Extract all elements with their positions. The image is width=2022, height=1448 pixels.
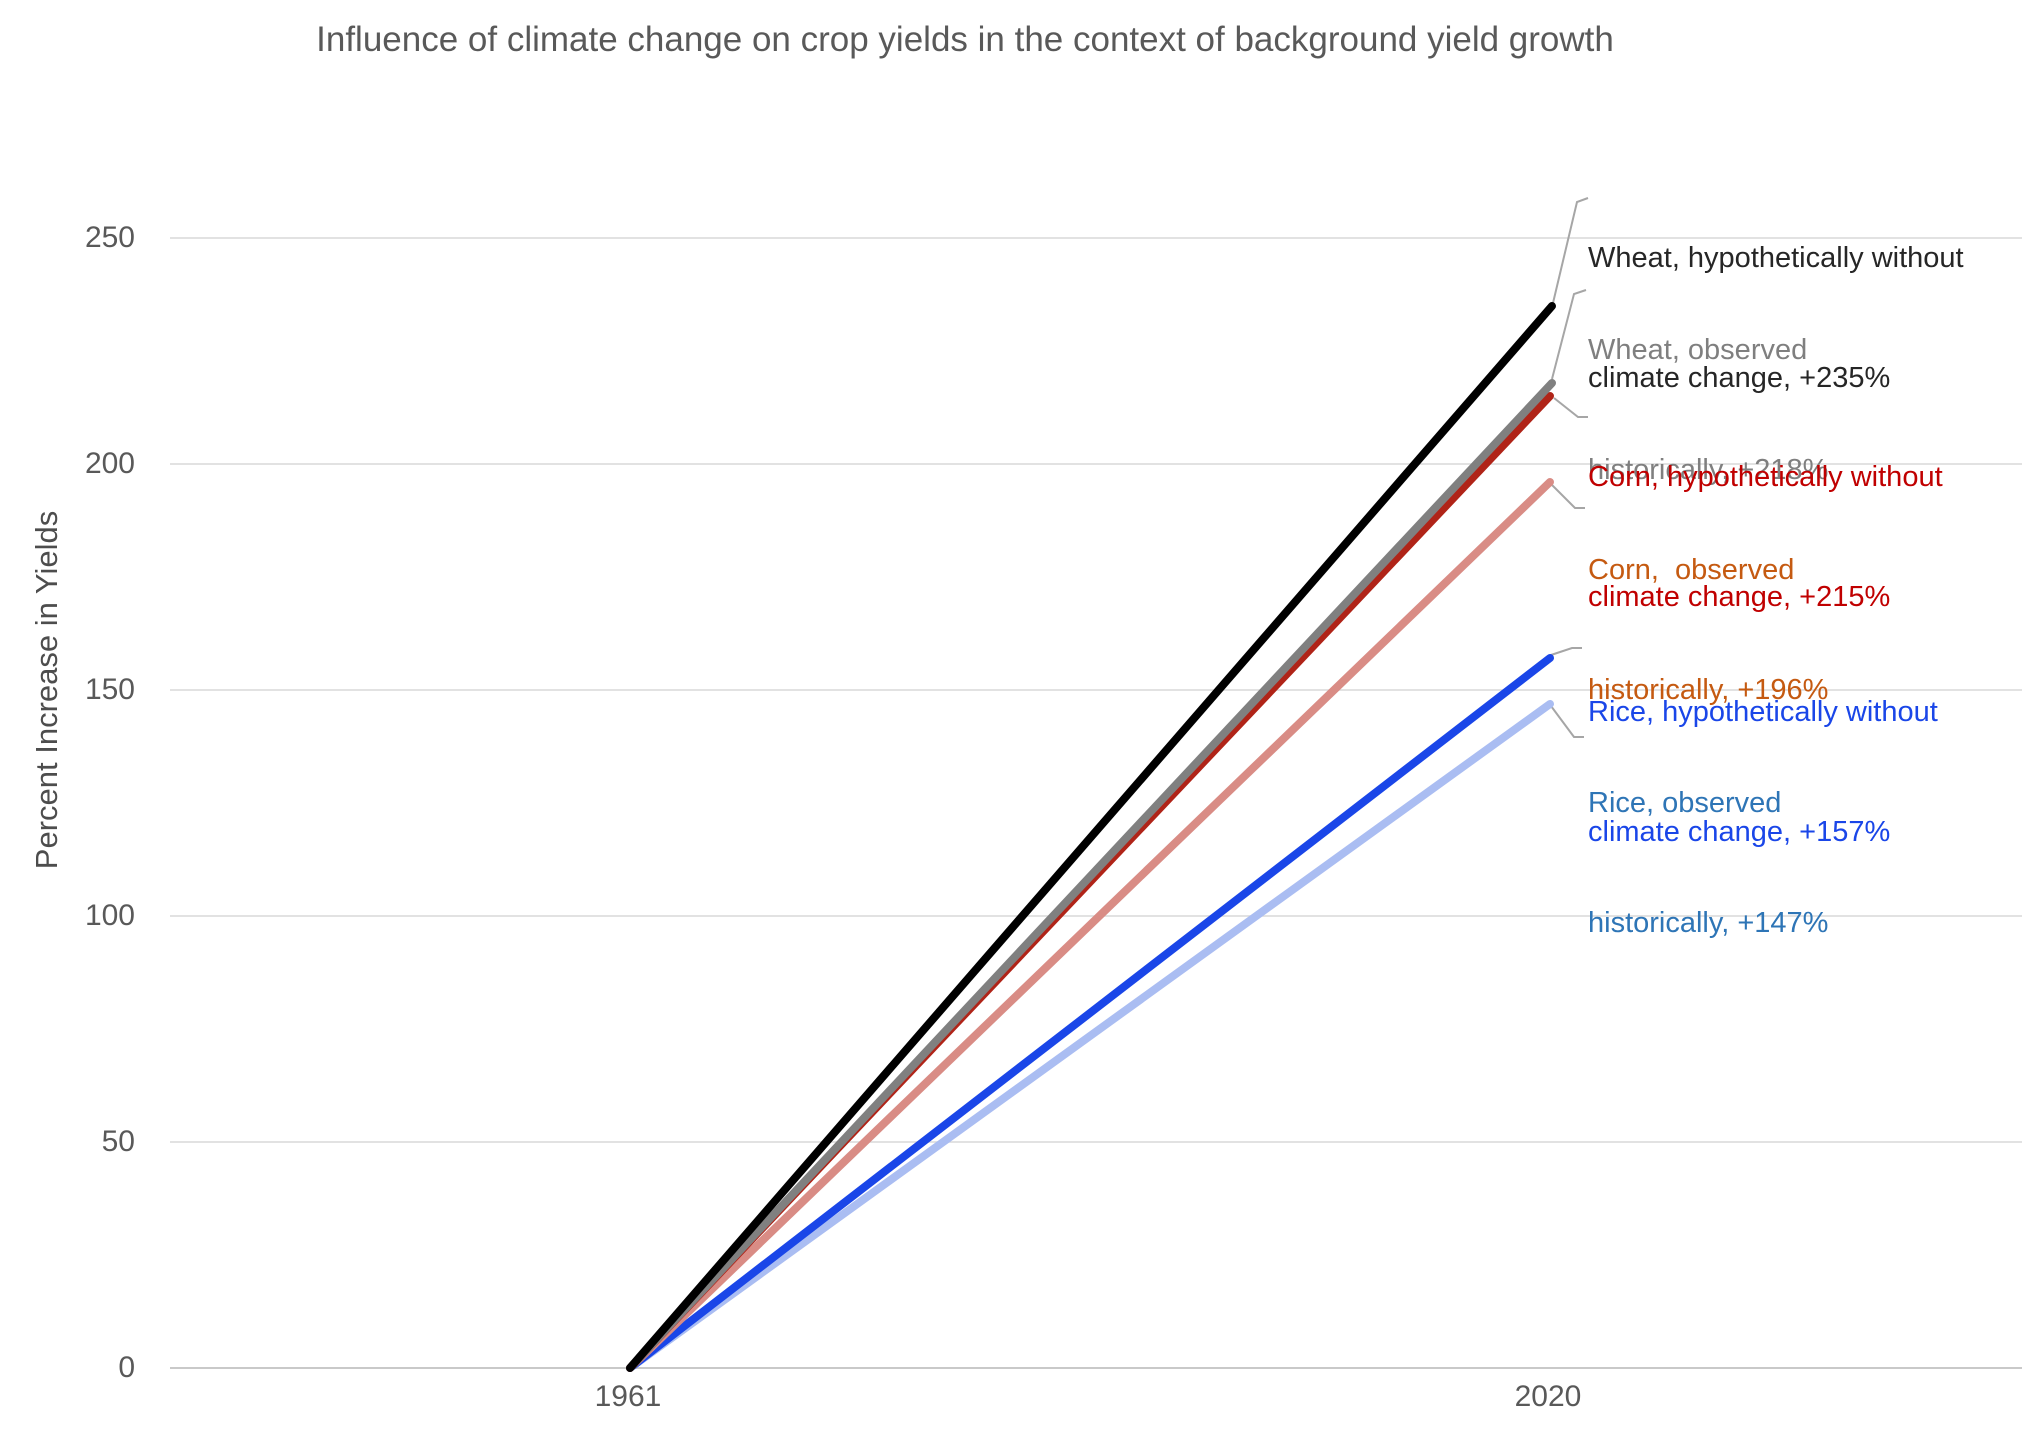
label-line: climate change, +235%: [1588, 362, 1891, 394]
leader-corn-observed: [1550, 483, 1585, 509]
label-rice-observed: Rice, observed historically, +147%: [1588, 703, 1828, 1023]
x-tick-2020: 2020: [1514, 1380, 1582, 1413]
line-wheat-hypothetical: [626, 302, 1556, 1372]
y-tick-0: 0: [118, 1351, 135, 1384]
y-tick-150: 150: [84, 673, 135, 706]
leader-wheat-observed: [1551, 289, 1587, 380]
label-line: historically, +147%: [1588, 907, 1829, 939]
label-line: Rice, observed: [1588, 787, 1782, 819]
y-tick-250: 250: [84, 221, 135, 254]
gridlines: [170, 237, 2022, 1369]
leader-wheat-hypothetical: [1552, 197, 1589, 304]
line-rice-observed: [626, 700, 1554, 1372]
label-wheat-hypothetical: Wheat, hypothetically without climate ch…: [1588, 158, 1964, 478]
label-line: Wheat, hypothetically without: [1588, 242, 1964, 274]
x-tick-1961: 1961: [594, 1380, 662, 1413]
label-wheat-observed: Wheat, observed historically, +218%: [1588, 250, 1828, 570]
leader-rice-observed: [1550, 705, 1584, 738]
line-wheat-observed: [626, 379, 1556, 1372]
label-line: Corn, observed: [1588, 554, 1795, 586]
label-line: historically, +218%: [1588, 454, 1829, 486]
data-lines: [626, 302, 1556, 1372]
line-rice-hypothetical: [626, 654, 1554, 1372]
label-line: Wheat, observed: [1588, 334, 1808, 366]
chart-title: Influence of climate change on crop yiel…: [316, 20, 1614, 59]
label-line: Rice, hypothetically without: [1588, 696, 1938, 728]
label-line: historically, +196%: [1588, 674, 1829, 706]
y-tick-100: 100: [84, 899, 135, 932]
label-rice-hypothetical: Rice, hypothetically without climate cha…: [1588, 612, 1938, 932]
y-tick-200: 200: [84, 447, 135, 480]
label-line: climate change, +157%: [1588, 816, 1891, 848]
leader-rice-hypothetical: [1550, 647, 1582, 656]
leader-corn-hypothetical: [1553, 397, 1588, 418]
label-corn-hypothetical: Corn, hypothetically without climate cha…: [1588, 377, 1943, 697]
label-line: Corn, hypothetically without: [1588, 461, 1943, 493]
label-corn-observed: Corn, observed historically, +196%: [1588, 470, 1828, 790]
y-tick-50: 50: [101, 1125, 135, 1158]
line-corn-observed: [626, 478, 1554, 1372]
label-leader-lines: [1550, 197, 1589, 738]
label-line: climate change, +215%: [1588, 581, 1891, 613]
